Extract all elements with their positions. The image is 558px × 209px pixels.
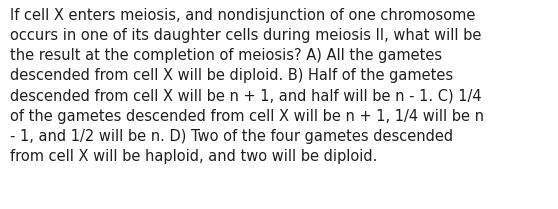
Text: If cell X enters meiosis, and nondisjunction of one chromosome
occurs in one of : If cell X enters meiosis, and nondisjunc…: [10, 8, 484, 164]
